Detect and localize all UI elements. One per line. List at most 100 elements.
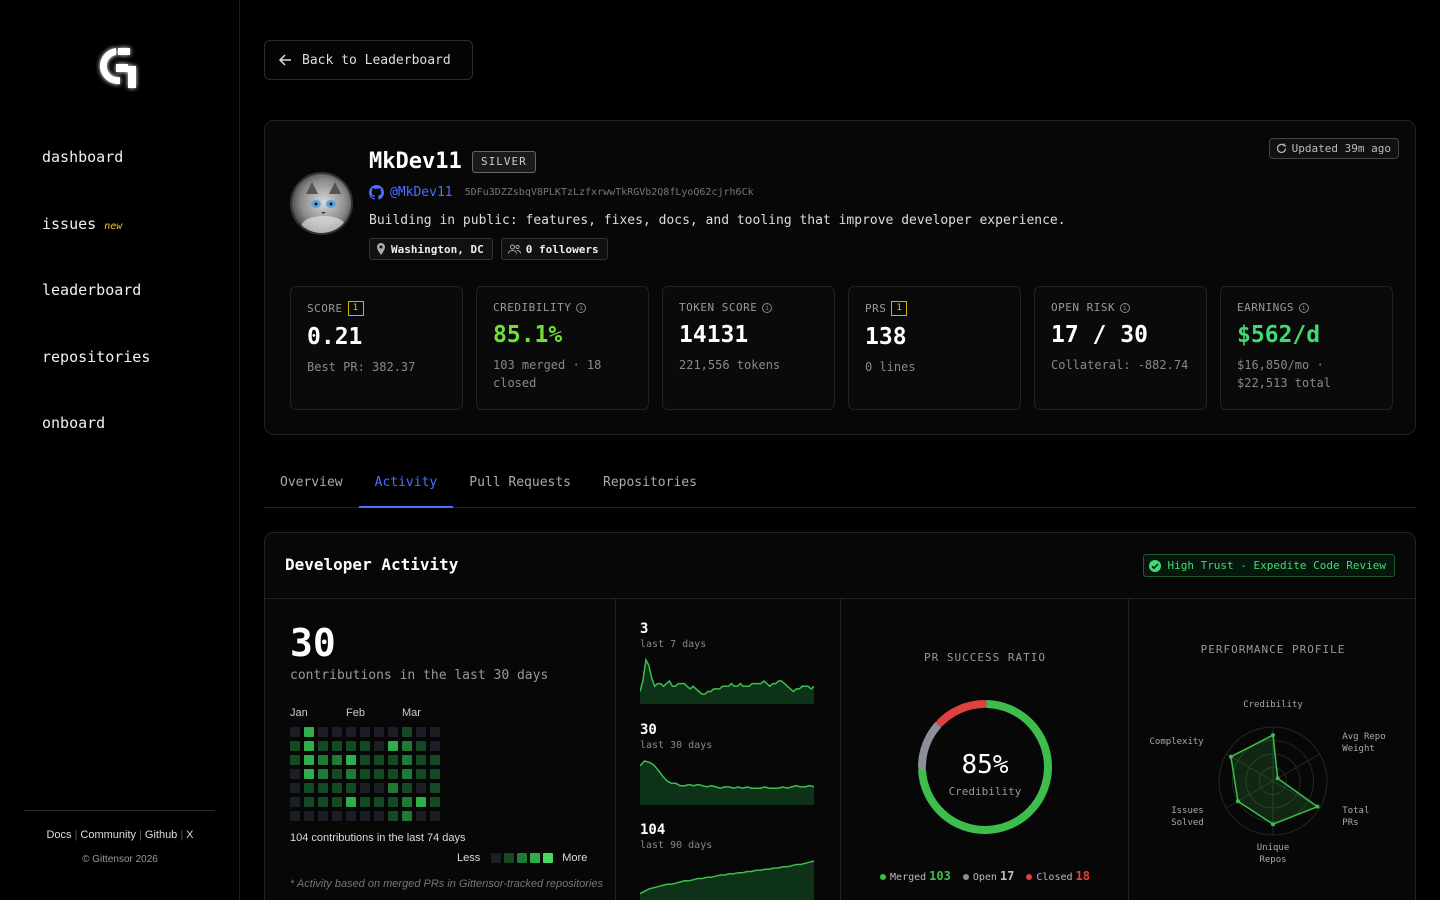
heatmap-cell[interactable] xyxy=(360,783,370,793)
heatmap-cell[interactable] xyxy=(360,797,370,807)
link-x[interactable]: X xyxy=(186,829,194,841)
heatmap-cell[interactable] xyxy=(416,755,426,765)
heatmap-cell[interactable] xyxy=(290,783,300,793)
nav-issues[interactable]: issues new xyxy=(42,215,122,233)
heatmap-cell[interactable] xyxy=(374,741,384,751)
heatmap-cell[interactable] xyxy=(402,811,412,821)
heatmap-cell[interactable] xyxy=(388,755,398,765)
link-community[interactable]: Community xyxy=(80,829,137,841)
heatmap-cell[interactable] xyxy=(346,783,356,793)
heatmap-cell[interactable] xyxy=(430,783,440,793)
heatmap-cell[interactable] xyxy=(402,783,412,793)
heatmap-cell[interactable] xyxy=(374,797,384,807)
heatmap-cell[interactable] xyxy=(388,741,398,751)
heatmap-cell[interactable] xyxy=(416,811,426,821)
heatmap-cell[interactable] xyxy=(430,797,440,807)
back-to-leaderboard-button[interactable]: Back to Leaderboard xyxy=(264,40,473,80)
heatmap-cell[interactable] xyxy=(374,769,384,779)
heatmap-cell[interactable] xyxy=(290,811,300,821)
heatmap-cell[interactable] xyxy=(304,727,314,737)
heatmap-cell[interactable] xyxy=(388,797,398,807)
heatmap-cell[interactable] xyxy=(402,755,412,765)
followers-chip[interactable]: 0 followers xyxy=(500,238,608,260)
heatmap-cell[interactable] xyxy=(388,811,398,821)
info-icon[interactable]: i xyxy=(762,302,773,313)
heatmap-cell[interactable] xyxy=(332,755,342,765)
heatmap-cell[interactable] xyxy=(346,769,356,779)
gittensor-logo[interactable] xyxy=(96,44,140,92)
heatmap-cell[interactable] xyxy=(332,741,342,751)
heatmap-cell[interactable] xyxy=(430,727,440,737)
heatmap-cell[interactable] xyxy=(332,811,342,821)
heatmap-cell[interactable] xyxy=(318,755,328,765)
heatmap-cell[interactable] xyxy=(318,769,328,779)
nav-dashboard[interactable]: dashboard xyxy=(42,148,123,166)
tab-pull-requests[interactable]: Pull Requests xyxy=(469,475,571,490)
heatmap-cell[interactable] xyxy=(346,797,356,807)
heatmap-cell[interactable] xyxy=(416,783,426,793)
heatmap-cell[interactable] xyxy=(374,783,384,793)
updated-indicator[interactable]: Updated 39m ago xyxy=(1268,138,1399,159)
heatmap-cell[interactable] xyxy=(416,741,426,751)
heatmap-cell[interactable] xyxy=(332,797,342,807)
heatmap-cell[interactable] xyxy=(304,741,314,751)
heatmap-cell[interactable] xyxy=(290,797,300,807)
avatar[interactable] xyxy=(290,172,353,235)
info-icon[interactable]: i xyxy=(1120,302,1131,313)
heatmap-cell[interactable] xyxy=(346,727,356,737)
info-icon[interactable]: i xyxy=(1298,302,1309,313)
heatmap-cell[interactable] xyxy=(430,769,440,779)
heatmap-cell[interactable] xyxy=(374,755,384,765)
heatmap-cell[interactable] xyxy=(402,797,412,807)
heatmap-cell[interactable] xyxy=(416,797,426,807)
heatmap-cell[interactable] xyxy=(332,783,342,793)
heatmap-cell[interactable] xyxy=(360,811,370,821)
heatmap-cell[interactable] xyxy=(430,741,440,751)
heatmap-cell[interactable] xyxy=(318,811,328,821)
heatmap-cell[interactable] xyxy=(290,755,300,765)
heatmap-cell[interactable] xyxy=(318,727,328,737)
heatmap-cell[interactable] xyxy=(304,769,314,779)
heatmap-cell[interactable] xyxy=(304,783,314,793)
heatmap-cell[interactable] xyxy=(318,797,328,807)
heatmap-cell[interactable] xyxy=(402,741,412,751)
heatmap-cell[interactable] xyxy=(346,741,356,751)
heatmap-cell[interactable] xyxy=(388,727,398,737)
heatmap-cell[interactable] xyxy=(290,741,300,751)
heatmap-cell[interactable] xyxy=(318,741,328,751)
heatmap-cell[interactable] xyxy=(360,755,370,765)
nav-leaderboard[interactable]: leaderboard xyxy=(42,281,141,299)
nav-repositories[interactable]: repositories xyxy=(42,348,150,366)
heatmap-cell[interactable] xyxy=(346,755,356,765)
info-icon[interactable]: i xyxy=(576,302,587,313)
heatmap-cell[interactable] xyxy=(374,811,384,821)
heatmap-cell[interactable] xyxy=(388,783,398,793)
tab-repositories[interactable]: Repositories xyxy=(603,475,697,490)
heatmap-cell[interactable] xyxy=(360,741,370,751)
nav-onboard[interactable]: onboard xyxy=(42,414,105,432)
github-handle-link[interactable]: @MkDev11 xyxy=(390,185,453,200)
tab-activity[interactable]: Activity xyxy=(358,466,454,508)
heatmap-cell[interactable] xyxy=(304,811,314,821)
heatmap-cell[interactable] xyxy=(374,727,384,737)
heatmap-cell[interactable] xyxy=(290,769,300,779)
heatmap-cell[interactable] xyxy=(332,727,342,737)
link-github[interactable]: Github xyxy=(144,829,178,841)
heatmap-cell[interactable] xyxy=(332,769,342,779)
tab-overview[interactable]: Overview xyxy=(280,475,343,490)
heatmap-cell[interactable] xyxy=(430,755,440,765)
heatmap-cell[interactable] xyxy=(430,811,440,821)
heatmap-cell[interactable] xyxy=(416,769,426,779)
heatmap-cell[interactable] xyxy=(402,769,412,779)
hotkey-address[interactable]: 5DFu3DZZsbqV8PLKTzLzfxrwwTkRGVb2Q8fLyoQ6… xyxy=(464,187,754,198)
heatmap-cell[interactable] xyxy=(360,769,370,779)
heatmap-cell[interactable] xyxy=(360,727,370,737)
heatmap-cell[interactable] xyxy=(318,783,328,793)
heatmap-cell[interactable] xyxy=(304,797,314,807)
heatmap-cell[interactable] xyxy=(402,727,412,737)
heatmap-cell[interactable] xyxy=(304,755,314,765)
heatmap-cell[interactable] xyxy=(416,727,426,737)
heatmap-cell[interactable] xyxy=(388,769,398,779)
heatmap-cell[interactable] xyxy=(346,811,356,821)
link-docs[interactable]: Docs xyxy=(46,829,72,841)
